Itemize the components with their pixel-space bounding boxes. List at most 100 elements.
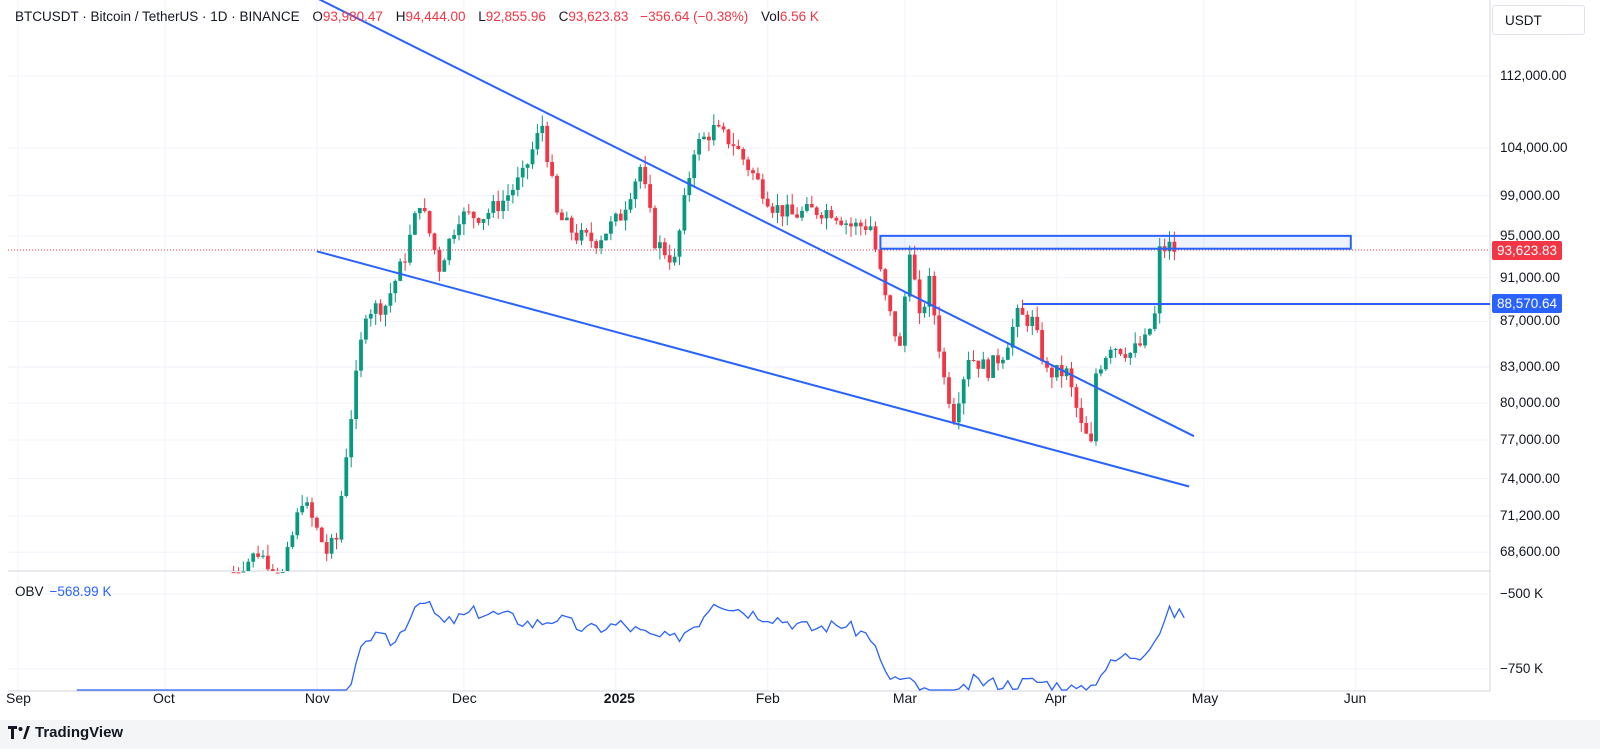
candle [1113, 347, 1118, 358]
candle [868, 216, 873, 232]
obv-tick: −500 K [1500, 586, 1544, 601]
high-value: 94,444.00 [405, 9, 466, 24]
symbol-name[interactable]: BTCUSDT · Bitcoin / TetherUS · 1D · BINA… [15, 9, 300, 24]
brand-name: TradingView [35, 724, 124, 741]
candle [520, 160, 525, 188]
currency-button[interactable]: USDT [1492, 5, 1585, 35]
candle [270, 564, 275, 571]
price-tick: 80,000.00 [1500, 394, 1561, 410]
candle [658, 235, 662, 260]
candle [457, 215, 461, 241]
candle [834, 216, 839, 225]
candle [692, 149, 697, 188]
price-tick: 99,000.00 [1500, 187, 1561, 203]
candle [545, 121, 550, 168]
candle [667, 244, 672, 270]
time-tick: Apr [1044, 690, 1067, 706]
candle [609, 216, 613, 241]
low-label: L [478, 9, 486, 24]
candle [809, 195, 814, 208]
candle [501, 190, 505, 220]
candle [496, 190, 501, 219]
price-tick: 91,000.00 [1500, 269, 1561, 285]
candle [893, 311, 897, 342]
candle [785, 194, 790, 226]
candle [530, 141, 535, 169]
price-tick: 95,000.00 [1500, 227, 1561, 243]
candle [854, 218, 858, 236]
candle [417, 207, 422, 220]
candle [560, 208, 564, 221]
candle [388, 283, 393, 313]
candle [1079, 398, 1084, 432]
time-tick: 2025 [603, 690, 635, 706]
candle [863, 219, 868, 236]
candle [442, 258, 447, 272]
candle [300, 495, 305, 516]
obv-label[interactable]: OBV [15, 584, 44, 599]
candle [1143, 328, 1147, 349]
candle [1069, 361, 1074, 397]
candle [275, 567, 280, 574]
time-tick: Oct [153, 690, 175, 706]
high-label: H [395, 9, 406, 24]
candle [1089, 422, 1093, 443]
price-tick: 74,000.00 [1500, 470, 1561, 486]
candle [1010, 318, 1015, 356]
candle [956, 392, 961, 430]
candle [1138, 335, 1142, 348]
candle [231, 565, 236, 574]
wedge-upper-trendline [318, 0, 1195, 438]
candle [334, 532, 339, 550]
price-tick: 112,000.00 [1500, 67, 1567, 83]
candle [393, 279, 398, 303]
candle [1123, 347, 1128, 362]
level-price-tag: 88,570.64 [1492, 294, 1563, 314]
candle [662, 238, 667, 259]
current-price-tag: 93,623.83 [1492, 240, 1563, 260]
candle [1005, 341, 1010, 361]
candle [584, 227, 589, 237]
candle [413, 211, 417, 236]
candle [707, 132, 711, 152]
candle [1118, 348, 1123, 357]
trend-drawings[interactable] [243, 0, 1490, 488]
price-grid [8, 0, 1490, 691]
candle [256, 545, 260, 559]
candle [731, 132, 736, 156]
candle [368, 309, 373, 327]
candle [903, 291, 907, 353]
candle [266, 544, 270, 571]
candle [1025, 310, 1030, 332]
candle [716, 119, 721, 128]
candle [594, 239, 599, 254]
candle [805, 197, 809, 213]
candle [290, 531, 295, 549]
candle [966, 351, 971, 387]
tradingview-logo[interactable]: TradingView [8, 724, 123, 741]
candle [741, 147, 746, 166]
candle [702, 132, 706, 141]
candle [525, 163, 530, 180]
candle [280, 568, 285, 574]
candle [579, 223, 584, 246]
candle [251, 552, 256, 568]
candle [638, 164, 643, 189]
candle [1094, 368, 1098, 446]
candle [535, 123, 540, 156]
candle [824, 203, 829, 230]
candle [795, 207, 799, 219]
candle [241, 561, 246, 573]
candle [800, 206, 804, 222]
candle [687, 171, 692, 202]
candle [246, 558, 251, 571]
candle [599, 235, 603, 255]
candle [373, 300, 378, 326]
candle [364, 314, 368, 344]
candle [790, 193, 795, 215]
resistance-zone [879, 234, 1352, 250]
obv-line [76, 600, 1185, 692]
candle [403, 253, 407, 271]
candle [898, 332, 902, 347]
